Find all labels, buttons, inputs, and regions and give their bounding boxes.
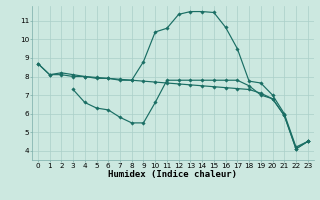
X-axis label: Humidex (Indice chaleur): Humidex (Indice chaleur): [108, 170, 237, 179]
